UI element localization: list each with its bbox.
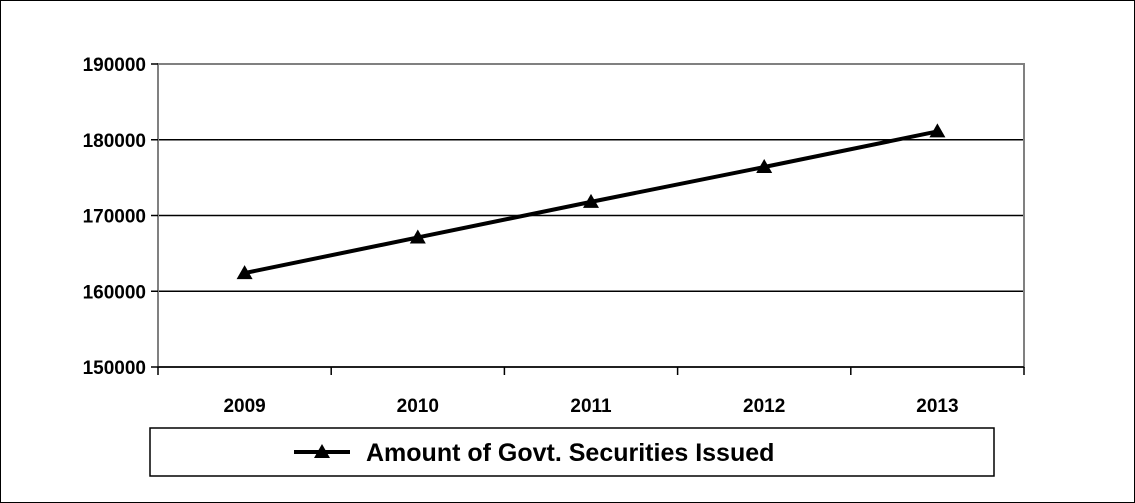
- legend-triangle-marker: [314, 444, 330, 458]
- y-tick-label: 190000: [83, 55, 146, 76]
- axes: 150000 160000 170000 180000 190000 2009 2010 20…: [83, 55, 1025, 417]
- y-tick-label: 150000: [83, 358, 146, 379]
- data-point-marker: [929, 123, 946, 138]
- data-point-marker: [409, 229, 426, 244]
- y-tick-label: 180000: [83, 131, 146, 152]
- x-tick-label: 2010: [397, 396, 439, 417]
- data-point-marker: [756, 159, 773, 174]
- legend-label: Amount of Govt. Securities Issued: [366, 439, 774, 467]
- legend-box: [149, 427, 995, 477]
- legend: Amount of Govt. Securities Issued: [149, 427, 995, 477]
- data-point-marker: [583, 193, 599, 208]
- x-tick-label: 2009: [223, 396, 265, 417]
- y-tick-label: 160000: [83, 282, 146, 303]
- x-tick-label: 2013: [916, 396, 958, 417]
- gridlines: [158, 139, 1024, 292]
- y-tick-label: 170000: [83, 207, 146, 228]
- data-point-marker: [236, 265, 253, 280]
- series: [236, 123, 946, 280]
- x-tick-label: 2012: [743, 396, 785, 417]
- x-tick-label: 2011: [570, 396, 612, 417]
